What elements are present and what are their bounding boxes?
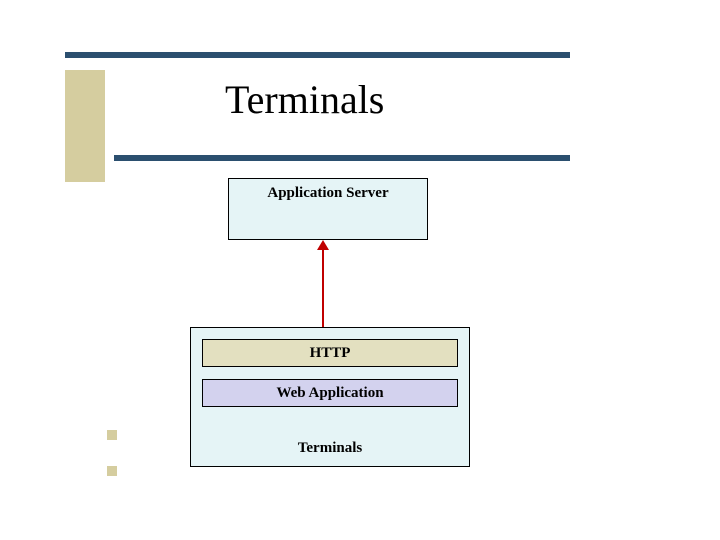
- bullet-square-2: [107, 466, 117, 476]
- top-rule: [65, 52, 570, 58]
- accent-block: [65, 70, 105, 182]
- box-application-server: Application Server: [228, 178, 428, 240]
- box-web-application: Web Application: [202, 379, 458, 407]
- arrow-line: [322, 248, 324, 331]
- label-application-server: Application Server: [229, 179, 427, 202]
- label-http: HTTP: [203, 340, 457, 366]
- bullet-square-1: [107, 430, 117, 440]
- sub-rule: [114, 155, 570, 161]
- page-title: Terminals: [225, 76, 384, 123]
- arrow-head-up: [317, 240, 329, 250]
- label-web-application: Web Application: [203, 380, 457, 406]
- label-terminals-group: Terminals: [191, 440, 469, 457]
- box-http: HTTP: [202, 339, 458, 367]
